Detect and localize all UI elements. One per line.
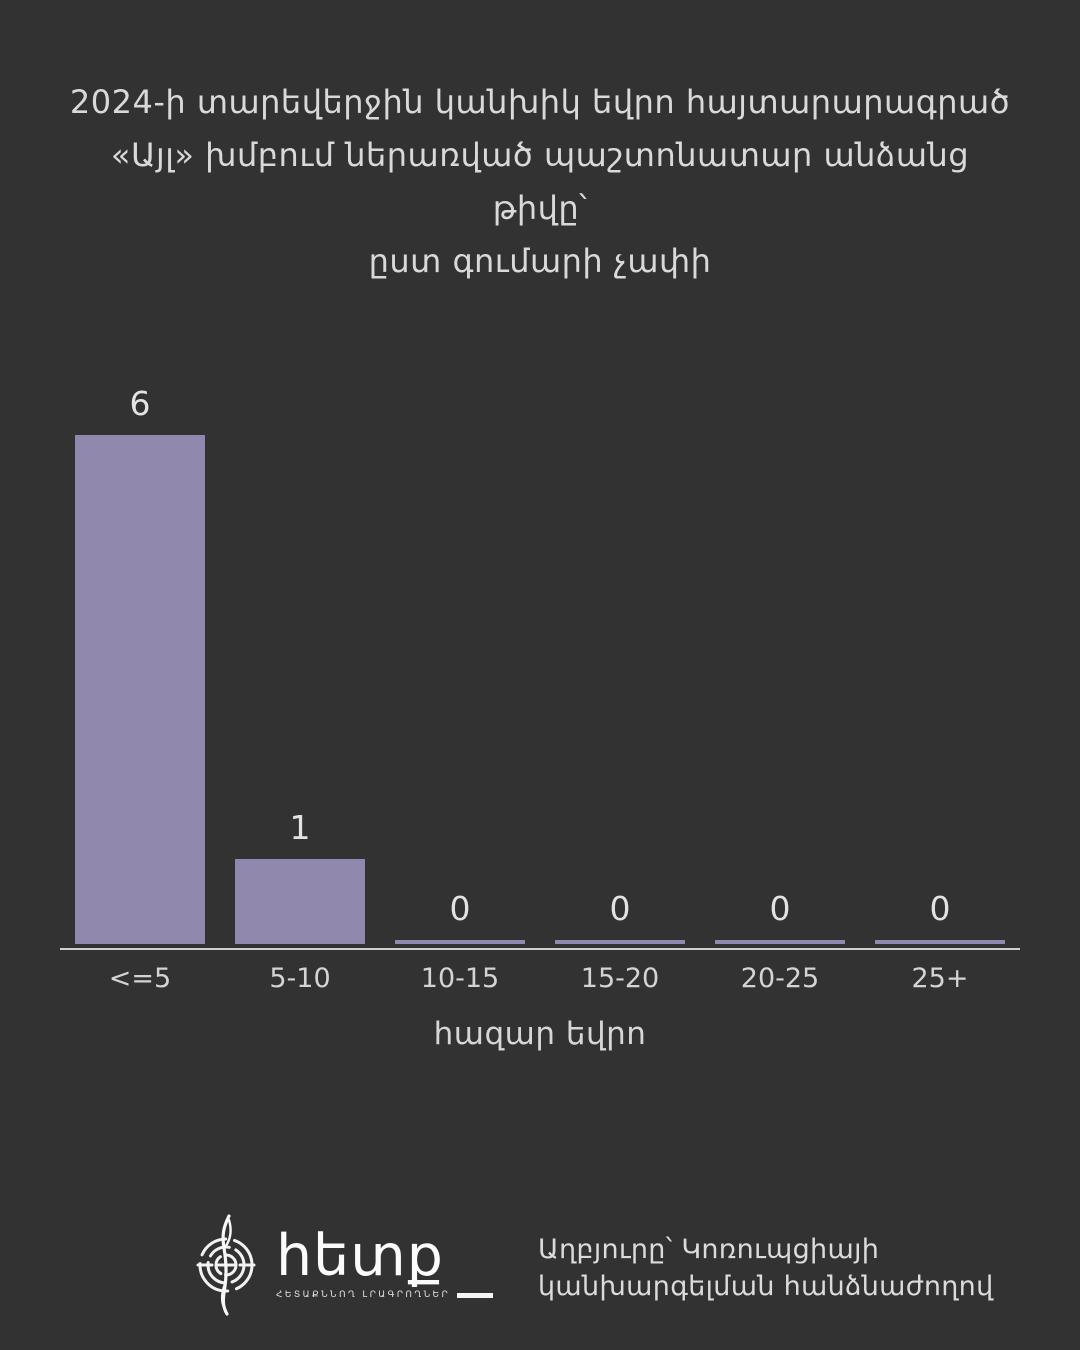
bar-column: 0: [540, 384, 700, 948]
hetq-logo-text: հետք ՀԵՏԱՔՆՆՈՂ ԼՐԱԳՐՈՂՆԵՐ: [276, 1223, 494, 1300]
source-line-2: կանխարգելման հանձնաժողով: [538, 1271, 994, 1302]
bar-value-label: 0: [769, 889, 791, 928]
bar: [715, 940, 845, 944]
hetq-logo: հետք ՀԵՏԱՔՆՆՈՂ ԼՐԱԳՐՈՂՆԵՐ: [192, 1214, 494, 1316]
hetq-tagline-row: ՀԵՏԱՔՆՆՈՂ ԼՐԱԳՐՈՂՆԵՐ: [276, 1290, 494, 1300]
bar-column: 0: [380, 384, 540, 948]
bar-chart: 6 1 0 0 0 0 <=5 5-10 10-15 15-20 20-25 25+ հազար ե…: [60, 384, 1020, 1052]
bar-column: 0: [700, 384, 860, 948]
x-tick-label: 10-15: [420, 963, 500, 994]
chart-title-line-2: «Այլ» խմբում ներառված պաշտոնատար անձանց …: [110, 136, 970, 227]
hetq-tagline: ՀԵՏԱՔՆՆՈՂ ԼՐԱԳՐՈՂՆԵՐ: [276, 1290, 451, 1300]
bar-column: 6: [60, 384, 220, 948]
bar-value-label: 1: [289, 808, 311, 847]
bar: [395, 940, 525, 944]
source-line-1: Աղբյուրը՝ Կոռուպցիայի: [538, 1234, 880, 1265]
bar-value-label: 0: [449, 889, 471, 928]
x-tick-label: <=5: [108, 963, 172, 994]
hetq-tagline-underline: [457, 1292, 494, 1298]
bar-column: 1: [220, 384, 380, 948]
x-axis-title: հազար եվրո: [433, 1016, 647, 1052]
x-axis-tick-labels: <=5 5-10 10-15 15-20 20-25 25+: [60, 963, 1020, 994]
bar-value-label: 6: [129, 384, 151, 423]
x-tick-label: 20-25: [740, 963, 820, 994]
hetq-fingerprint-pen-icon: [196, 1214, 256, 1316]
x-tick-label: 25+: [911, 963, 969, 994]
x-tick-label: 15-20: [580, 963, 660, 994]
chart-title: 2024-ի տարեվերջին կանխիկ եվրո հայտարարագ…: [60, 76, 1020, 288]
x-tick-label: 5-10: [269, 963, 331, 994]
plot-area: 6 1 0 0 0 0: [60, 384, 1020, 950]
bar: [555, 940, 685, 944]
chart-title-line-3: ըստ գումարի չափի: [368, 242, 712, 280]
bar: [75, 435, 205, 944]
hetq-wordmark: հետք: [276, 1223, 445, 1289]
bar: [875, 940, 1005, 944]
bar-value-label: 0: [929, 889, 951, 928]
source-attribution: Աղբյուրը՝ Կոռուպցիայի կանխարգելման հանձն…: [538, 1231, 993, 1305]
bar: [235, 859, 365, 944]
chart-title-line-1: 2024-ի տարեվերջին կանխիկ եվրո հայտարարագ…: [69, 83, 1011, 121]
bar-column: 0: [860, 384, 1020, 948]
bar-value-label: 0: [609, 889, 631, 928]
